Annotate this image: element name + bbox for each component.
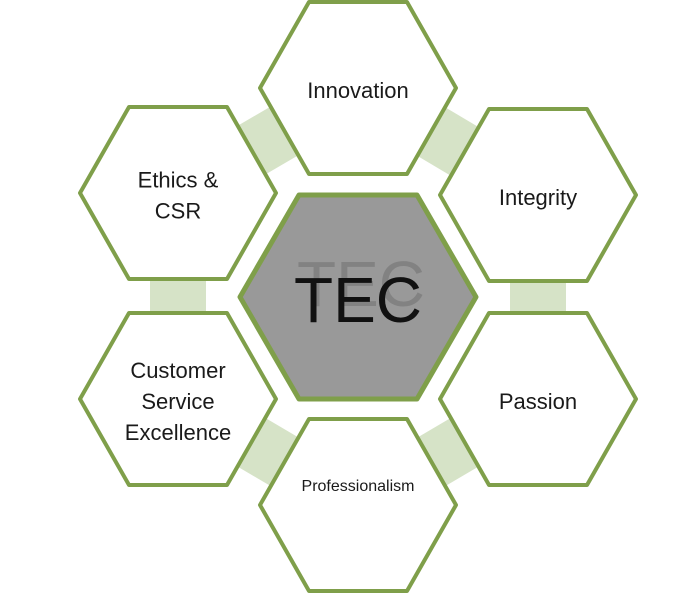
hex-node-ethics-csr: Ethics & CSR [78, 105, 278, 281]
hex-label-line: Professionalism [302, 478, 415, 495]
hexagon-layer: Innovation Integrity Passion Professionalis… [78, 0, 638, 593]
hex-node-integrity: Integrity [438, 107, 638, 283]
hexagon-shape [78, 311, 278, 487]
hexagon-shape [78, 105, 278, 281]
hexagon-shape [438, 311, 638, 487]
hex-node-innovation: Innovation [258, 0, 458, 176]
hexagon-shape [438, 107, 638, 283]
center-title-shadow: TEC [297, 248, 425, 320]
hex-label-line: Service [141, 389, 214, 414]
hex-label-line: Integrity [499, 185, 577, 210]
hex-node-passion: Passion [438, 311, 638, 487]
center-title: TEC [294, 264, 422, 336]
hex-label-line: Innovation [307, 78, 409, 103]
hex-label-line: Customer [130, 358, 225, 383]
hexagon-shape [258, 0, 458, 176]
hex-node-professionalism: Professionalism [258, 417, 458, 593]
hex-label-line: CSR [155, 198, 201, 223]
hex-label-line: Excellence [125, 420, 231, 445]
hexagon-shape [258, 417, 458, 593]
hex-label-line: Ethics & [138, 167, 219, 192]
center-hexagon-shape [237, 192, 479, 402]
hex-node-customer-service-excellence: Customer Service Excellence [78, 311, 278, 487]
hex-label-line: Passion [499, 389, 577, 414]
